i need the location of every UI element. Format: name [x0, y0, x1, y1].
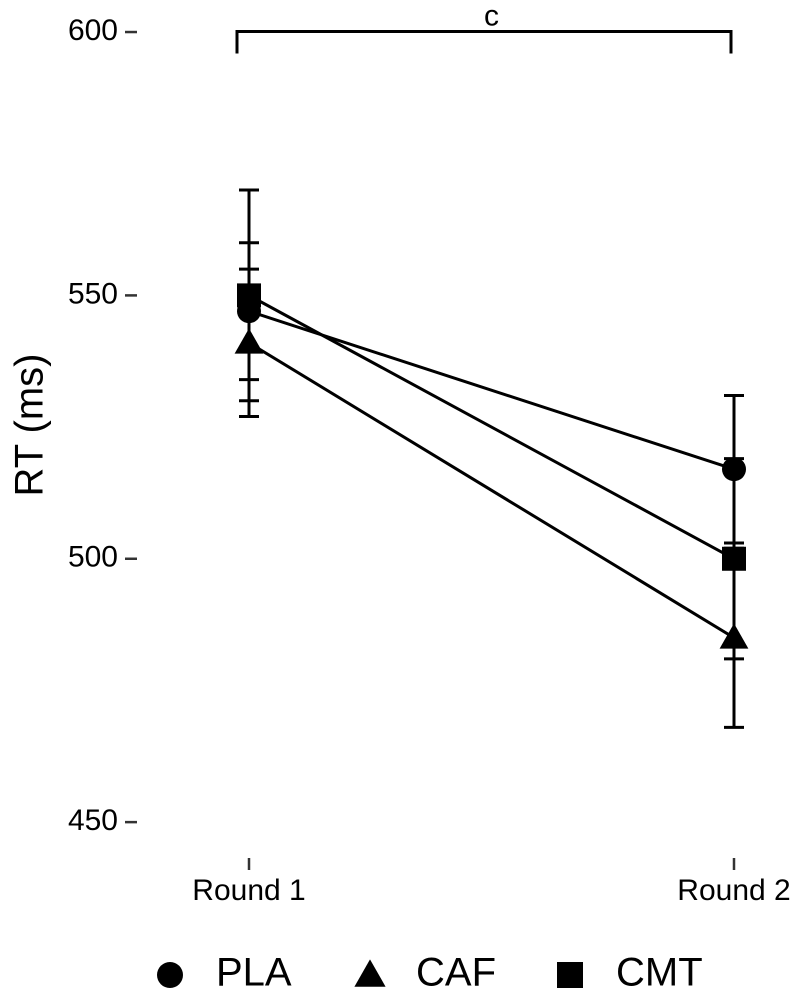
x-tick-label: Round 1	[192, 874, 305, 907]
y-tick-label: 450	[68, 804, 118, 837]
y-tick-label: 500	[68, 541, 118, 574]
marker	[237, 283, 261, 308]
legend-label: CAF	[416, 951, 496, 995]
y-tick-label: 600	[68, 14, 118, 47]
significance-bracket	[235, 30, 733, 54]
x-tick-label: Round 2	[677, 874, 790, 907]
legend-label: PLA	[216, 951, 292, 995]
legend-marker	[157, 962, 183, 988]
legend-marker	[557, 962, 583, 988]
y-tick-label: 550	[68, 277, 118, 310]
series-line	[248, 294, 735, 561]
legend-label: CMT	[616, 951, 703, 995]
legend-marker	[354, 959, 386, 987]
y-axis-label: RT (ms)	[8, 354, 52, 497]
series-line	[248, 341, 735, 640]
significance-label: c	[484, 0, 499, 32]
marker	[722, 546, 746, 571]
series-line	[248, 309, 735, 471]
